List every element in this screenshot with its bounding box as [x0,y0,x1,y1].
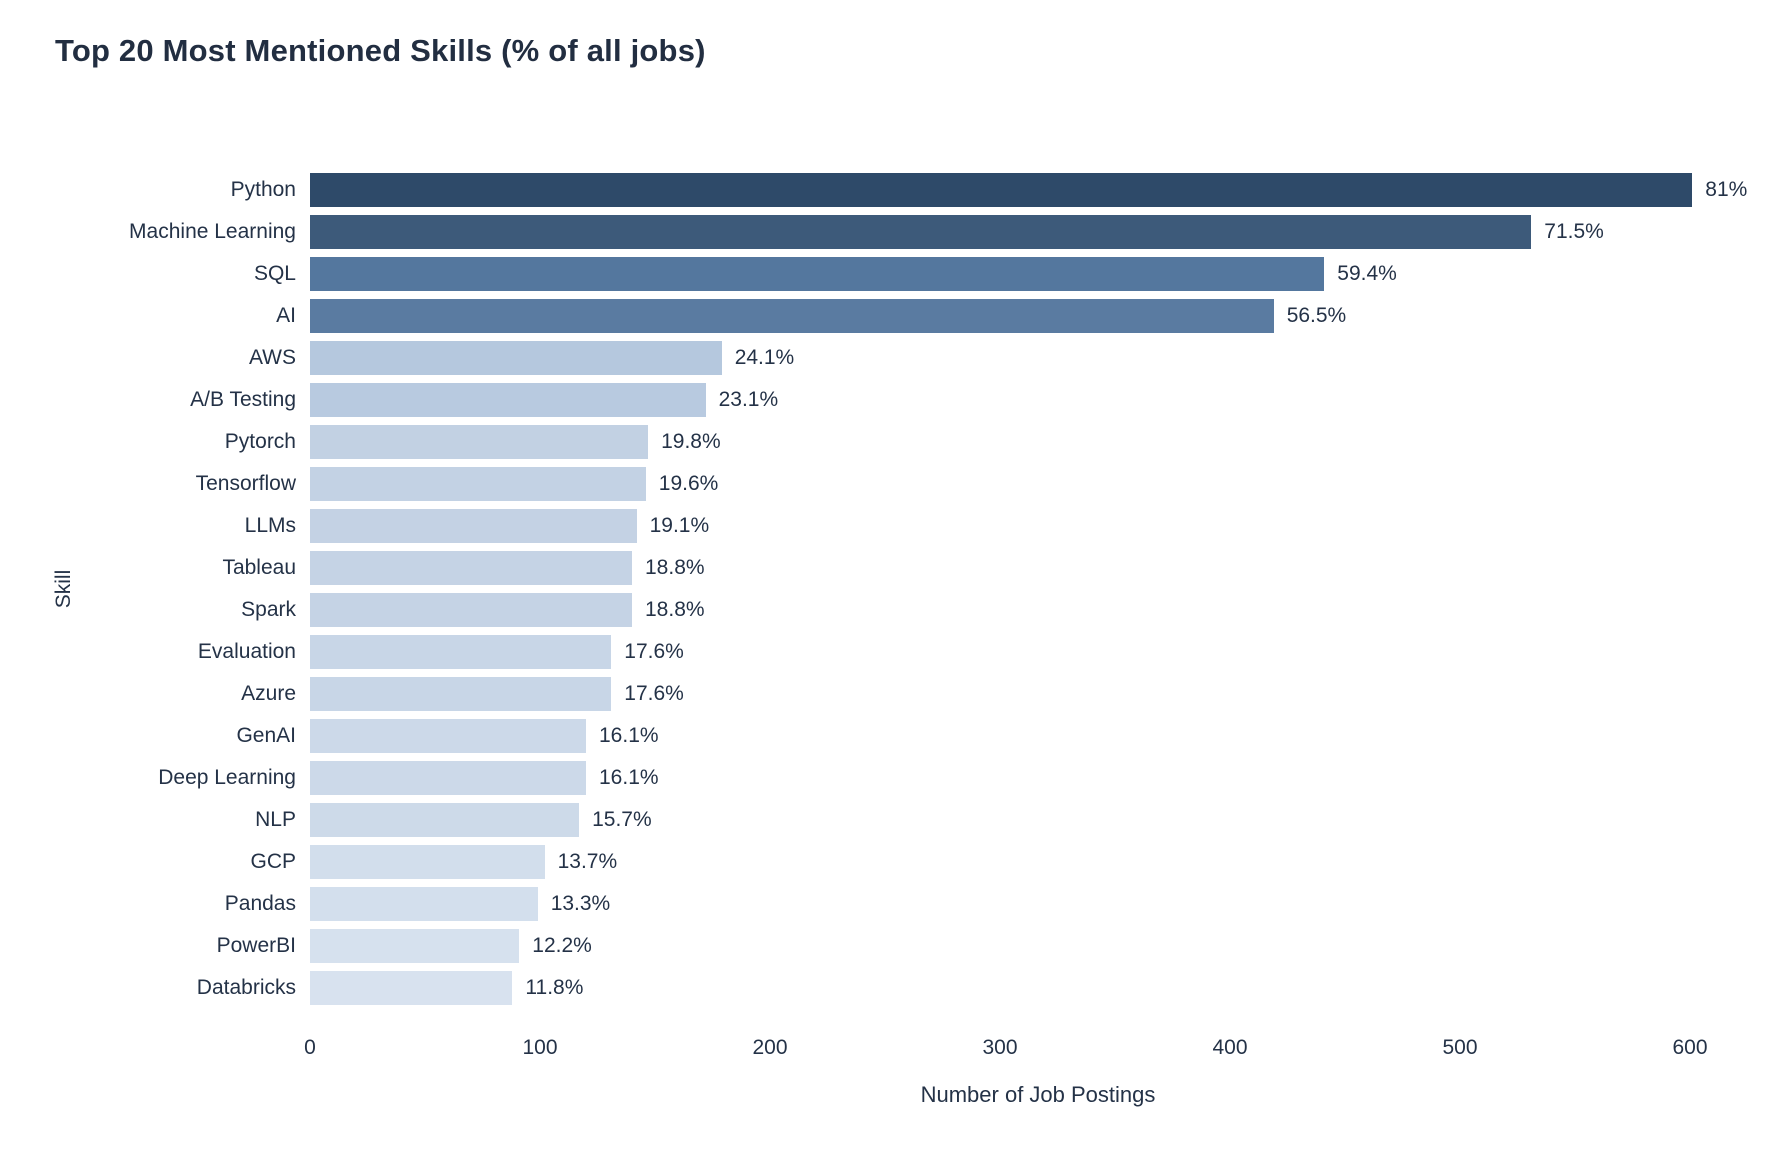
x-axis-title: Number of Job Postings [920,1082,1156,1107]
bar-machine-learning [310,215,1532,249]
bar-row-a-b-testing: A/B Testing 23.1% [0,383,1792,417]
bar-row-nlp: NLP 15.7% [0,803,1792,837]
value-label: 23.1% [718,388,779,411]
category-label: A/B Testing [190,388,296,411]
value-label: 13.3% [550,892,611,915]
bar-row-deep-learning: Deep Learning 16.1% [0,761,1792,795]
value-label: 19.8% [661,430,721,453]
bar-row-gcp: GCP 13.7% [0,845,1792,879]
bar-pytorch [310,425,649,459]
x-tick-300: 300 [982,1036,1018,1059]
value-label: 12.2% [532,934,592,957]
bar-aws [310,341,722,375]
category-label: Databricks [196,976,296,999]
value-label: 19.6% [658,472,719,495]
bar-row-aws: AWS 24.1% [0,341,1792,375]
bar-row-powerbi: PowerBI 12.2% [0,929,1792,963]
bar-row-ai: AI 56.5% [0,299,1792,333]
bar-evaluation [310,635,612,669]
category-label: Python [230,178,296,201]
bar-row-machine-learning: Machine Learning 71.5% [0,215,1792,249]
category-label: NLP [255,808,296,831]
value-label: 13.7% [557,850,618,873]
category-label: Azure [241,682,296,705]
bar-row-python: Python 81% [0,173,1792,207]
bar-genai [310,719,586,753]
value-label: 11.8% [525,976,584,999]
bar-tableau [310,551,632,585]
value-label: 71.5% [1544,220,1604,243]
value-label: 16.1% [599,724,659,747]
value-label: 59.4% [1337,262,1397,285]
value-label: 15.7% [592,808,652,831]
category-label: PowerBI [216,934,296,957]
value-label: 19.1% [649,514,710,537]
bar-row-llms: LLMs 19.1% [0,509,1792,543]
category-label: SQL [253,262,296,285]
chart-title: Top 20 Most Mentioned Skills (% of all j… [55,33,706,68]
category-label: GenAI [236,724,296,747]
value-label: 17.6% [624,640,684,663]
category-label: Pandas [224,892,296,915]
bar-row-sql: SQL 59.4% [0,257,1792,291]
value-label: 16.1% [599,766,659,789]
bar-sql [310,257,1325,291]
bar-pandas [310,887,538,921]
category-label: GCP [250,850,296,873]
bar-nlp [310,803,580,837]
bar-row-azure: Azure 17.6% [0,677,1792,711]
bar-row-pandas: Pandas 13.3% [0,887,1792,921]
bar-ai [310,299,1274,333]
bar-a-b-testing [310,383,706,417]
category-label: AI [276,304,296,327]
value-label: 24.1% [734,346,795,369]
bar-powerbi [310,929,520,963]
value-label: 17.6% [624,682,684,705]
x-tick-100: 100 [522,1036,558,1059]
bar-databricks [310,971,513,1005]
category-label: Evaluation [197,640,296,663]
category-label: LLMs [244,514,296,537]
bar-gcp [310,845,545,879]
category-label: Pytorch [224,430,296,453]
bar-llms [310,509,637,543]
value-label: 18.8% [645,556,705,579]
bar-tensorflow [310,467,646,501]
bar-row-tensorflow: Tensorflow 19.6% [0,467,1792,501]
x-tick-500: 500 [1442,1036,1478,1059]
x-tick-0: 0 [304,1036,316,1059]
x-tick-400: 400 [1212,1036,1248,1059]
bar-deep-learning [310,761,586,795]
category-label: Tensorflow [195,472,296,495]
value-label: 81% [1705,178,1748,201]
bar-row-evaluation: Evaluation 17.6% [0,635,1792,669]
bar-azure [310,677,612,711]
category-label: Spark [241,598,296,621]
bar-row-spark: Spark 18.8% [0,593,1792,627]
bar-row-pytorch: Pytorch 19.8% [0,425,1792,459]
x-tick-200: 200 [752,1036,788,1059]
category-label: Deep Learning [158,766,296,789]
bar-spark [310,593,632,627]
category-label: Tableau [222,556,296,579]
bar-row-tableau: Tableau 18.8% [0,551,1792,585]
bar-python [310,173,1693,207]
value-label: 18.8% [645,598,705,621]
value-label: 56.5% [1286,304,1347,327]
x-tick-600: 600 [1672,1036,1708,1059]
bar-row-genai: GenAI 16.1% [0,719,1792,753]
bar-row-databricks: Databricks 11.8% [0,971,1792,1005]
category-label: AWS [248,346,296,369]
category-label: Machine Learning [129,220,296,243]
